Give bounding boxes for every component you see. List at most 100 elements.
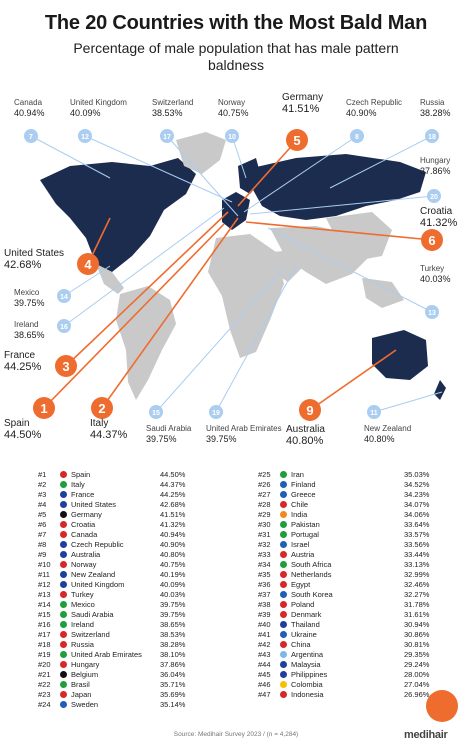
callout-value: 38.53% — [152, 108, 183, 118]
row-country: Turkey — [71, 590, 94, 599]
row-value: 33.13% — [404, 560, 430, 569]
table-row: #39 Denmark 31.61% — [258, 610, 444, 619]
rank-marker-label-17: 17 — [163, 134, 171, 141]
rank-marker-16 — [57, 319, 71, 333]
africa-shape — [208, 234, 284, 358]
table-row: #20 Hungary 37.86% — [38, 660, 200, 669]
table-row: #46 Colombia 27.04% — [258, 680, 444, 689]
row-rank: #44 — [258, 660, 271, 669]
rank-marker-label-10: 10 — [228, 134, 236, 141]
row-rank: #18 — [38, 640, 51, 649]
row-country: Indonesia — [291, 690, 324, 699]
flag-icon — [60, 471, 67, 478]
row-value: 38.65% — [160, 620, 186, 629]
callout-country: Hungary — [420, 156, 451, 165]
callout-value: 40.75% — [218, 108, 249, 118]
row-country: Norway — [71, 560, 97, 569]
row-value: 30.94% — [404, 620, 430, 629]
table-row: #19 United Arab Emirates 38.10% — [38, 650, 200, 659]
row-country: Hungary — [71, 660, 100, 669]
row-rank: #16 — [38, 620, 51, 629]
row-rank: #24 — [38, 700, 51, 709]
row-rank: #47 — [258, 690, 271, 699]
rank-marker-6 — [421, 229, 443, 251]
row-country: Ukraine — [291, 630, 317, 639]
row-country: Finland — [291, 480, 316, 489]
flag-icon — [60, 671, 67, 678]
row-value: 36.04% — [160, 670, 186, 679]
row-rank: #3 — [38, 490, 47, 499]
row-country: Argentina — [291, 650, 324, 659]
flag-icon — [280, 641, 287, 648]
table-row: #21 Belgium 36.04% — [38, 670, 200, 679]
north-america-shape — [40, 158, 196, 272]
callout-value: 38.28% — [420, 108, 451, 118]
brand-logo — [426, 690, 458, 722]
row-value: 31.61% — [404, 610, 430, 619]
row-country: Russia — [71, 640, 94, 649]
row-rank: #25 — [258, 470, 271, 479]
callout-country: Germany — [282, 92, 324, 103]
row-value: 44.25% — [160, 490, 186, 499]
table-row: #5 Germany 41.51% — [38, 510, 200, 519]
callout-value: 40.80% — [286, 435, 324, 447]
row-rank: #31 — [258, 530, 271, 539]
leader-line-ireland — [63, 207, 225, 327]
row-value: 40.94% — [160, 530, 186, 539]
flag-icon — [60, 511, 67, 518]
callout-value: 37.86% — [420, 166, 451, 176]
flag-icon — [280, 651, 287, 658]
row-rank: #33 — [258, 550, 271, 559]
row-rank: #40 — [258, 620, 271, 629]
chart-title: The 20 Countries with the Most Bald Man — [44, 12, 428, 34]
leader-line-italy — [101, 217, 239, 409]
row-value: 35.03% — [404, 470, 430, 479]
callout-country: Italy — [90, 418, 109, 429]
row-value: 27.04% — [404, 680, 430, 689]
row-rank: #7 — [38, 530, 47, 539]
rank-marker-label-12: 12 — [81, 134, 89, 141]
flag-icon — [60, 691, 67, 698]
row-value: 40.75% — [160, 560, 186, 569]
callout-value: 41.51% — [282, 103, 320, 115]
rank-marker-label-8: 8 — [355, 134, 359, 141]
leader-line-mexico — [63, 265, 111, 297]
callout-value: 39.75% — [146, 434, 177, 444]
row-country: Mexico — [71, 600, 95, 609]
row-country: New Zealand — [71, 570, 116, 579]
row-country: South Korea — [291, 590, 333, 599]
brand-name: medihair — [404, 729, 448, 741]
row-country: France — [71, 490, 95, 499]
rank-marker-label-7: 7 — [29, 134, 33, 141]
table-row: #37 South Korea 32.27% — [258, 590, 444, 599]
row-value: 35.71% — [160, 680, 186, 689]
flag-icon — [280, 541, 287, 548]
table-row: #32 Israel 33.56% — [258, 540, 444, 549]
row-country: Czech Republic — [71, 540, 124, 549]
callout-value: 39.75% — [206, 434, 237, 444]
row-country: Belgium — [71, 670, 99, 679]
table-row: #26 Finland 34.52% — [258, 480, 444, 489]
callout-value: 38.65% — [14, 330, 45, 340]
row-value: 28.00% — [404, 670, 430, 679]
table-row: #16 Ireland 38.65% — [38, 620, 200, 629]
row-country: United Arab Emirates — [71, 650, 142, 659]
leader-line-turkey — [267, 227, 433, 313]
row-country: Egypt — [291, 580, 311, 589]
row-country: Australia — [71, 550, 101, 559]
row-country: Spain — [71, 470, 91, 479]
leader-line-germany — [237, 139, 298, 207]
table-row: #47 Indonesia 26.96% — [258, 690, 444, 699]
callout-country: Australia — [286, 424, 325, 435]
rank-marker-label-1: 1 — [40, 401, 47, 416]
row-rank: #11 — [38, 570, 50, 579]
row-rank: #22 — [38, 680, 51, 689]
callout-value: 41.32% — [420, 217, 458, 229]
row-country: Switzerland — [71, 630, 110, 639]
row-country: India — [291, 510, 308, 519]
row-value: 40.90% — [160, 540, 186, 549]
row-value: 34.07% — [404, 500, 430, 509]
callout-value: 39.75% — [14, 298, 45, 308]
flag-icon — [280, 591, 287, 598]
table-row: #29 India 34.06% — [258, 510, 444, 519]
